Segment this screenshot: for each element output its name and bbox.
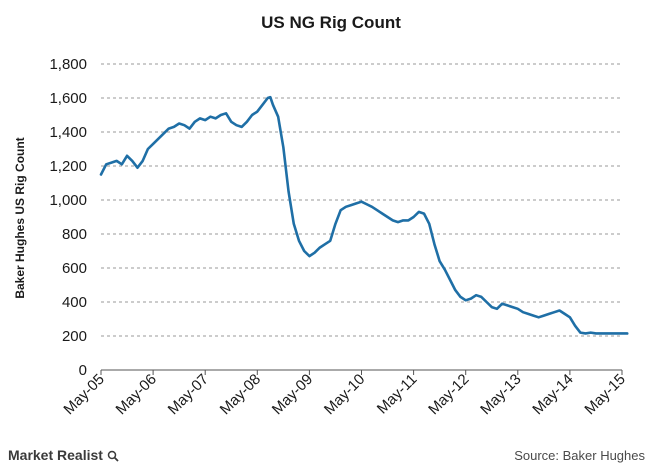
series-layer bbox=[99, 95, 629, 335]
y-axis-label: Baker Hughes US Rig Count bbox=[13, 137, 27, 298]
magnifier-icon bbox=[107, 451, 119, 462]
y-tick-label: 400 bbox=[62, 294, 87, 311]
x-tick-label: May-10 bbox=[321, 371, 368, 418]
x-tick-label: May-14 bbox=[529, 371, 576, 418]
y-tick-label: 600 bbox=[62, 260, 87, 277]
source-note: Source: Baker Hughes bbox=[514, 448, 645, 463]
x-tick-label: May-12 bbox=[425, 371, 472, 418]
y-tick-label: 1,400 bbox=[49, 124, 87, 141]
chart-title: US NG Rig Count bbox=[261, 13, 401, 32]
brand-logo: Market Realist bbox=[8, 447, 119, 463]
x-tick-labels: May-05 May-06 May-07 May-08 May-09 May-10 May-… bbox=[60, 371, 628, 418]
x-tick-label: May-06 bbox=[113, 371, 160, 418]
brand-name: Market Realist bbox=[8, 447, 103, 463]
series-line-0 bbox=[99, 95, 629, 335]
x-tick-label: May-07 bbox=[165, 371, 212, 418]
x-tick-label: May-11 bbox=[374, 371, 421, 418]
y-tick-label: 1,000 bbox=[49, 192, 87, 209]
x-tick-label: May-09 bbox=[269, 371, 316, 418]
x-tick-label: May-15 bbox=[581, 371, 628, 418]
y-tick-label: 200 bbox=[62, 328, 87, 345]
x-tick-label: May-08 bbox=[217, 371, 264, 418]
y-tick-label: 1,600 bbox=[49, 90, 87, 107]
y-tick-label: 1,800 bbox=[49, 56, 87, 73]
y-tick-label: 0 bbox=[79, 362, 87, 379]
y-tick-labels: 0 200 400 600 800 1,000 1,200 1,400 1,600 1,800 bbox=[49, 56, 87, 379]
x-tick-label: May-13 bbox=[477, 371, 524, 418]
y-tick-label: 800 bbox=[62, 226, 87, 243]
axes bbox=[100, 369, 623, 375]
y-tick-label: 1,200 bbox=[49, 158, 87, 175]
gridlines bbox=[101, 63, 622, 337]
